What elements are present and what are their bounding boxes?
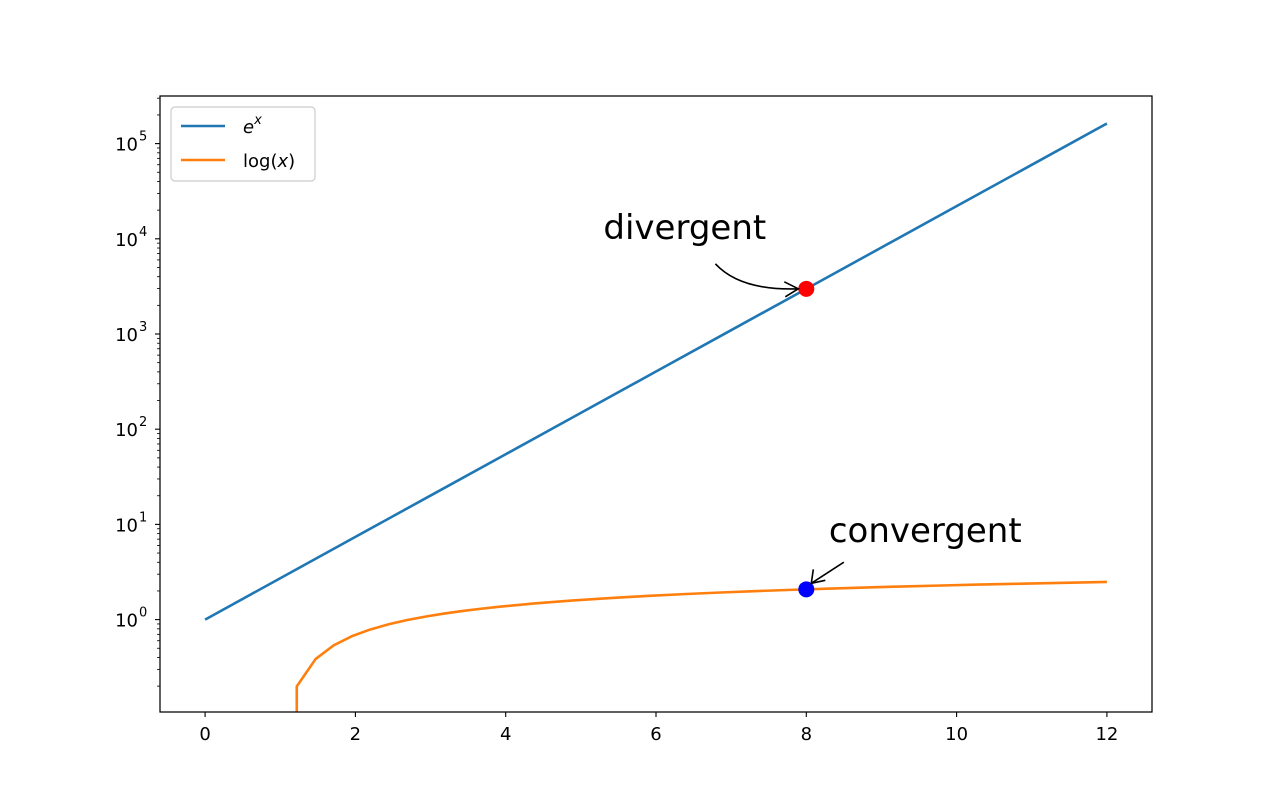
x-tick-label: 6 <box>650 724 661 745</box>
y-tick-exponent: 4 <box>139 225 147 240</box>
series-lines-layer <box>204 122 1108 712</box>
annotation-label-divergent: divergent <box>603 208 766 248</box>
x-tick-label: 10 <box>945 724 968 745</box>
x-tick-label: 12 <box>1095 724 1118 745</box>
marker-point-log <box>798 581 815 598</box>
y-tick-label: 10 <box>115 230 138 251</box>
annotation-arrow <box>810 561 845 585</box>
annotations-layer: divergent convergent <box>603 208 1022 585</box>
legend[interactable]: ex log(x) <box>170 106 316 182</box>
y-tick-exponent: 5 <box>139 130 147 145</box>
x-tick-label: 2 <box>350 724 361 745</box>
y-tick-exponent: 0 <box>139 606 147 621</box>
marker-point-exp <box>798 280 815 297</box>
annotation-label-convergent: convergent <box>829 511 1022 551</box>
legend-label-exp: ex <box>243 113 262 138</box>
annotation-arrow <box>714 263 799 290</box>
annotation-arrowhead <box>810 569 826 585</box>
y-tick-label: 10 <box>115 325 138 346</box>
y-tick-exponent: 3 <box>139 320 147 335</box>
x-axis-ticks: 0 2 4 6 8 10 12 <box>199 712 1118 745</box>
x-tick-label: 0 <box>199 724 210 745</box>
series-line-log <box>295 580 1107 712</box>
y-tick-label: 10 <box>115 420 138 441</box>
y-tick-label: 10 <box>115 611 138 632</box>
legend-label-log: log(x) <box>243 151 295 172</box>
y-tick-label: 10 <box>115 135 138 156</box>
markers-layer <box>798 280 815 598</box>
y-tick-exponent: 2 <box>139 415 147 430</box>
y-tick-exponent: 1 <box>139 510 147 525</box>
x-tick-label: 8 <box>801 724 812 745</box>
x-tick-label: 4 <box>500 724 511 745</box>
y-tick-label: 10 <box>115 515 138 536</box>
annotation-arrowhead <box>783 281 800 298</box>
plot-area-frame <box>159 95 1153 713</box>
series-line-exp <box>204 122 1108 621</box>
